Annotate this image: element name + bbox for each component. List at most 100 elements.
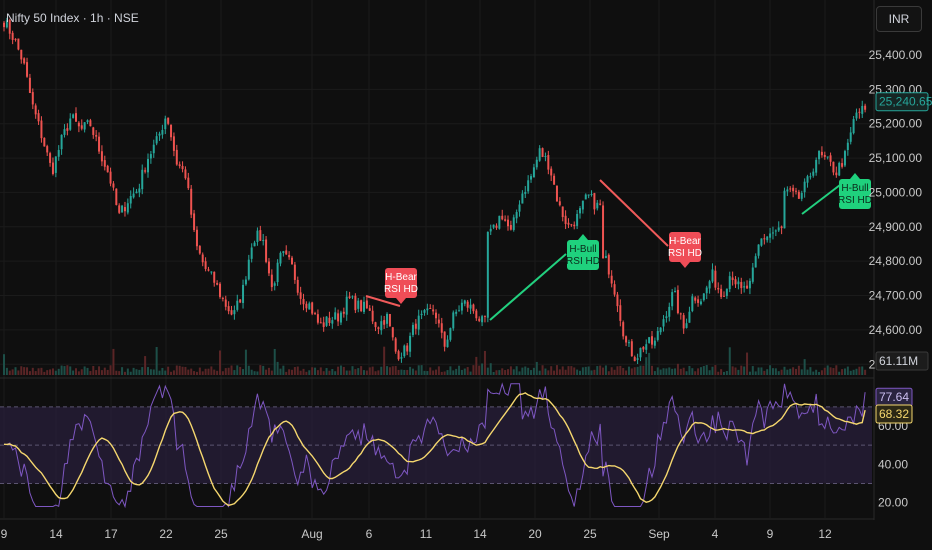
volume-bar bbox=[351, 366, 354, 375]
symbol-title[interactable]: Nifty 50 Index · 1h · NSE bbox=[6, 11, 139, 25]
candle-body bbox=[743, 286, 746, 288]
candle-body bbox=[37, 113, 40, 122]
candle-body bbox=[535, 159, 538, 168]
candle-body bbox=[550, 168, 553, 176]
candle-body bbox=[394, 338, 397, 352]
volume-bar bbox=[694, 371, 697, 375]
volume-bar bbox=[365, 370, 368, 375]
candle-body bbox=[613, 284, 616, 295]
candle-body bbox=[377, 327, 380, 329]
candle-body bbox=[181, 165, 184, 170]
volume-bar bbox=[567, 366, 570, 375]
rsi-ma-value-label-box bbox=[875, 404, 913, 424]
volume-bar bbox=[423, 370, 426, 375]
candle-body bbox=[69, 118, 72, 130]
candle-body bbox=[273, 283, 276, 286]
volume-bar bbox=[795, 368, 797, 375]
candle-body bbox=[633, 357, 636, 362]
volume-bar bbox=[152, 369, 155, 375]
candle-body bbox=[763, 238, 766, 240]
volume-bar bbox=[651, 365, 653, 375]
volume-bar bbox=[705, 365, 708, 375]
candle-body bbox=[149, 154, 152, 159]
volume-bar bbox=[527, 367, 530, 375]
volume-bar bbox=[49, 369, 52, 375]
candle-body bbox=[170, 124, 173, 138]
volume-bar bbox=[69, 366, 72, 375]
candle-body bbox=[342, 311, 345, 314]
rsi-value-label: 77.64 bbox=[875, 387, 913, 407]
volume-bar bbox=[446, 370, 449, 375]
candle-body bbox=[676, 289, 679, 314]
volume-bar bbox=[460, 369, 463, 375]
candle-body bbox=[8, 20, 11, 34]
volume-bar bbox=[495, 370, 498, 375]
candle-body bbox=[855, 112, 858, 119]
candle-body bbox=[270, 274, 273, 288]
time-tick-label: 9 bbox=[1, 527, 8, 541]
candle-body bbox=[34, 105, 37, 115]
volume-bar bbox=[291, 369, 293, 375]
volume-bar bbox=[83, 366, 86, 375]
volume-bar bbox=[599, 365, 602, 375]
volume-bar bbox=[613, 369, 616, 375]
divergence-line bbox=[365, 295, 401, 307]
candle-body bbox=[475, 310, 478, 319]
candle-body bbox=[769, 233, 772, 238]
volume-bar bbox=[642, 365, 645, 375]
candle-body bbox=[558, 201, 561, 206]
currency-button[interactable]: INR bbox=[876, 6, 922, 32]
volume-bar bbox=[316, 370, 319, 375]
candle-body bbox=[43, 137, 46, 147]
candle-body bbox=[256, 230, 259, 242]
candle-body bbox=[518, 204, 521, 212]
volume-bar bbox=[685, 371, 688, 375]
volume-bar bbox=[262, 365, 265, 375]
volume-bar bbox=[535, 361, 538, 375]
candle-body bbox=[80, 125, 83, 129]
volume-bar bbox=[746, 352, 749, 375]
volume-bar bbox=[242, 369, 245, 375]
candle-body bbox=[316, 314, 319, 323]
time-tick-label: 17 bbox=[104, 527, 118, 541]
volume-bar bbox=[483, 350, 486, 375]
volume-bar bbox=[509, 366, 512, 375]
volume-bar bbox=[518, 371, 521, 375]
volume-bar bbox=[158, 370, 161, 375]
candle-body bbox=[573, 224, 576, 227]
volume-bar bbox=[406, 369, 409, 375]
time-tick-label: 22 bbox=[159, 527, 173, 541]
volume-bar bbox=[849, 370, 852, 375]
volume-bar bbox=[435, 369, 437, 375]
volume-bar bbox=[855, 368, 858, 375]
candle-body bbox=[579, 208, 581, 214]
time-tick-label: Sep bbox=[648, 527, 670, 541]
volume-bar bbox=[717, 371, 720, 375]
candle-body bbox=[509, 225, 512, 230]
candle-body bbox=[544, 156, 547, 158]
candle-body bbox=[469, 304, 472, 309]
volume-bar bbox=[573, 367, 576, 375]
volume-bar bbox=[115, 370, 118, 375]
candle-body bbox=[616, 294, 619, 307]
volume-bar bbox=[325, 368, 328, 375]
volume-bar bbox=[72, 370, 75, 375]
volume-bar bbox=[757, 367, 760, 375]
candle-body bbox=[800, 192, 803, 199]
candle-body bbox=[383, 320, 386, 325]
time-axis[interactable]: 9 14 17 22 25 Aug 6 11 14 20 25 Sep 4 9 12 bbox=[0, 518, 874, 541]
volume-bar bbox=[731, 366, 734, 375]
candle-body bbox=[432, 309, 435, 312]
candle-body bbox=[403, 345, 406, 357]
price-tick-label: 25,400.00 bbox=[869, 48, 923, 62]
rsi-value-label-text: 77.64 bbox=[879, 390, 909, 404]
candle-body bbox=[363, 301, 365, 312]
candle-body bbox=[348, 296, 351, 299]
candle-body bbox=[331, 320, 334, 324]
volume-bar bbox=[610, 367, 613, 375]
candle-body bbox=[357, 300, 360, 309]
volume-bar bbox=[3, 354, 5, 375]
volume-bar bbox=[530, 370, 533, 375]
